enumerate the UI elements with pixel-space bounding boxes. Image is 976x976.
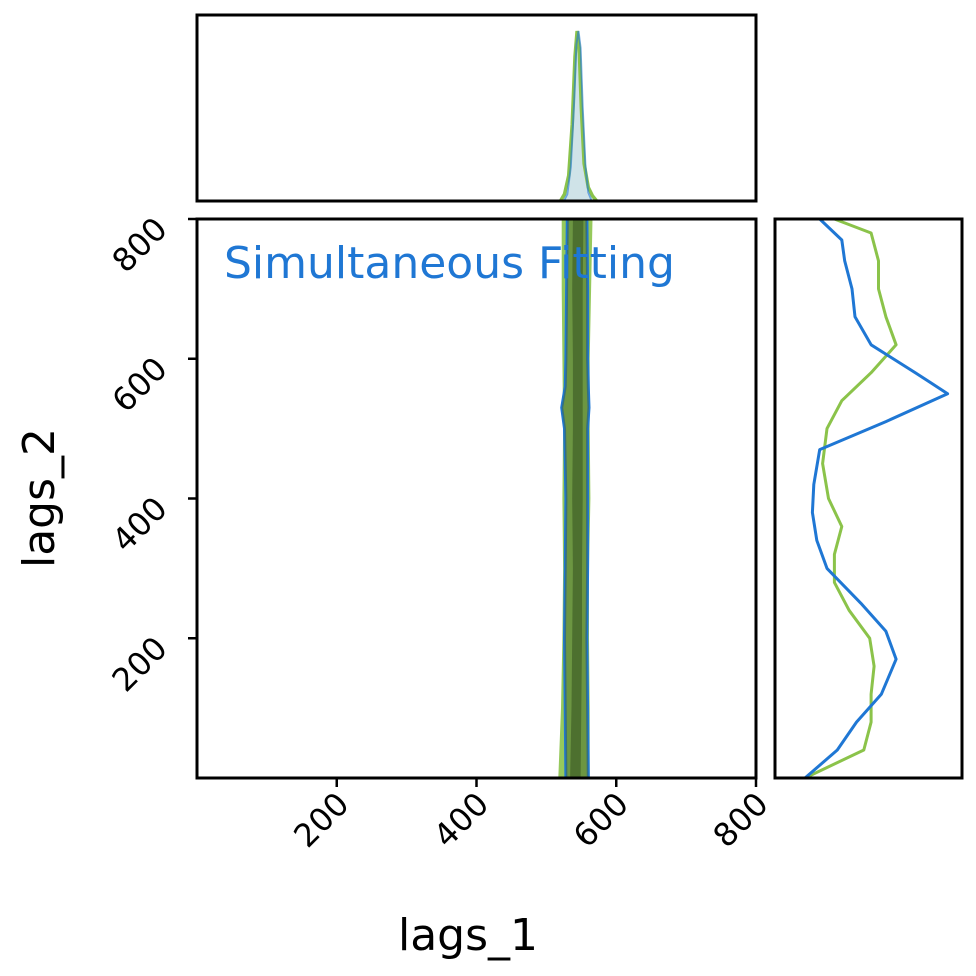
x-tick-label: 200 xyxy=(286,785,356,855)
x-tick-label: 400 xyxy=(426,785,496,855)
x-tick-label: 600 xyxy=(566,785,636,855)
green-core-band xyxy=(570,219,584,778)
y-tick-label: 200 xyxy=(105,629,175,699)
y-tick-label: 800 xyxy=(105,210,175,280)
top-panel-frame xyxy=(195,13,758,203)
x-axis-label: lags_1 xyxy=(398,910,538,961)
x-tick-label: 800 xyxy=(706,785,776,855)
right-panel-frame xyxy=(773,217,964,780)
right-blue-curve xyxy=(804,217,950,780)
top-marginal-panel xyxy=(195,13,758,203)
right-green-curve xyxy=(804,217,898,780)
annotation-text: Simultaneous Fitting xyxy=(224,238,675,289)
right-marginal-panel xyxy=(773,217,964,780)
y-tick-label: 600 xyxy=(105,350,175,420)
main-panel-frame xyxy=(195,217,758,780)
y-axis-ticks: 200 400 600 800 xyxy=(105,210,197,699)
top-blue-curve xyxy=(562,30,593,202)
x-axis-ticks: 200 400 600 800 xyxy=(286,778,776,855)
y-axis-label: lags_2 xyxy=(14,428,65,568)
main-panel: Simultaneous Fitting 200 400 600 800 200 400… xyxy=(105,210,776,855)
y-tick-label: 400 xyxy=(105,489,175,559)
